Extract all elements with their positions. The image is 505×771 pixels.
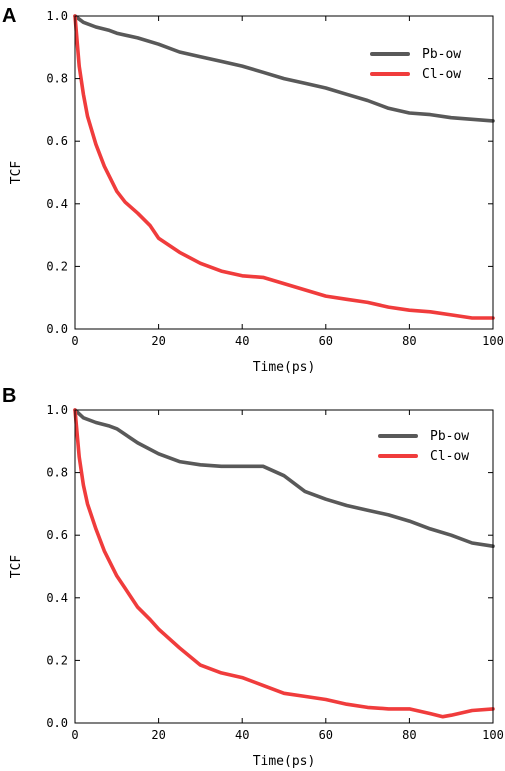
chart-panel-a: 0 20 40 60 80 100 0.0 0.2 0.4 0.6 0.8 1.0 Time(ps) TC… bbox=[9, 9, 504, 375]
y-tick-label: 0.0 bbox=[46, 322, 68, 336]
legend-label-pb-ow: Pb-ow bbox=[422, 47, 461, 62]
x-tick-label: 40 bbox=[235, 728, 249, 742]
legend-label-cl-ow: Cl-ow bbox=[430, 449, 469, 464]
x-tick-label: 100 bbox=[482, 334, 504, 348]
y-tick-label: 0.8 bbox=[46, 466, 68, 480]
legend-label-pb-ow: Pb-ow bbox=[430, 429, 469, 444]
y-tick-label: 1.0 bbox=[46, 403, 68, 417]
x-axis-label: Time(ps) bbox=[253, 754, 316, 769]
y-tick-label: 0.2 bbox=[46, 653, 68, 667]
y-tick-label: 1.0 bbox=[46, 9, 68, 23]
y-tick-label: 0.0 bbox=[46, 716, 68, 730]
series-line-pb-ow bbox=[73, 408, 495, 548]
legend-label-cl-ow: Cl-ow bbox=[422, 67, 461, 82]
plot-frame bbox=[74, 15, 494, 330]
x-tick-label: 60 bbox=[319, 728, 333, 742]
x-tick-label: 40 bbox=[235, 334, 249, 348]
series-line-pb-ow bbox=[73, 14, 495, 123]
series-line-cl-ow bbox=[73, 408, 495, 719]
x-axis-label: Time(ps) bbox=[253, 360, 316, 375]
series-line-cl-ow bbox=[73, 14, 495, 320]
y-axis-label: TCF bbox=[9, 161, 24, 185]
y-tick-label: 0.4 bbox=[46, 591, 68, 605]
panel-label-b: B bbox=[2, 385, 16, 407]
y-tick-label: 0.8 bbox=[46, 72, 68, 86]
x-tick-label: 100 bbox=[482, 728, 504, 742]
x-tick-label: 80 bbox=[402, 334, 416, 348]
x-tick-label: 60 bbox=[319, 334, 333, 348]
chart-panel-b: 0 20 40 60 80 100 0.0 0.2 0.4 0.6 0.8 1.0 Time(ps) TC… bbox=[9, 403, 504, 769]
plot-frame bbox=[74, 409, 494, 724]
y-tick-label: 0.2 bbox=[46, 259, 68, 273]
y-tick-label: 0.6 bbox=[46, 134, 68, 148]
x-tick-label: 20 bbox=[151, 334, 165, 348]
x-tick-label: 80 bbox=[402, 728, 416, 742]
panel-label-a: A bbox=[2, 5, 16, 27]
x-tick-label: 0 bbox=[71, 334, 78, 348]
x-tick-label: 20 bbox=[151, 728, 165, 742]
y-axis-label: TCF bbox=[9, 555, 24, 579]
y-tick-label: 0.4 bbox=[46, 197, 68, 211]
x-tick-label: 0 bbox=[71, 728, 78, 742]
y-tick-label: 0.6 bbox=[46, 528, 68, 542]
